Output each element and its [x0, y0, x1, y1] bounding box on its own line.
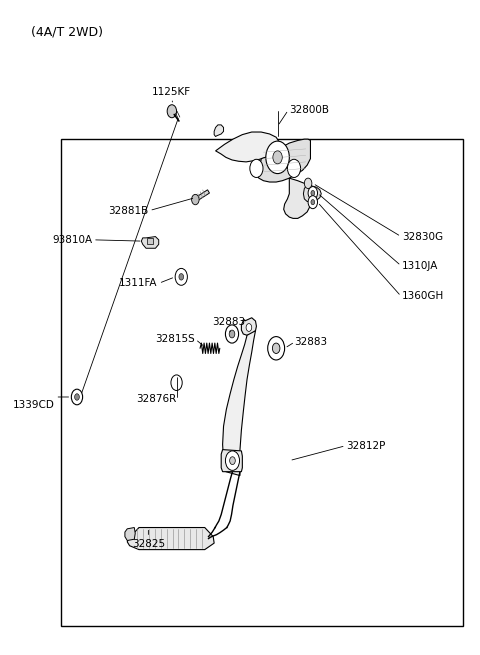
Text: 1311FA: 1311FA	[119, 278, 158, 288]
Polygon shape	[303, 185, 321, 202]
Text: 1310JA: 1310JA	[402, 261, 438, 271]
Text: 32881B: 32881B	[108, 206, 148, 215]
Circle shape	[308, 187, 317, 200]
Polygon shape	[141, 236, 159, 248]
Circle shape	[179, 274, 184, 280]
Circle shape	[311, 191, 315, 196]
Polygon shape	[125, 527, 135, 540]
Circle shape	[266, 141, 289, 174]
Circle shape	[268, 337, 285, 360]
Circle shape	[226, 451, 240, 470]
Polygon shape	[127, 527, 214, 550]
Polygon shape	[241, 318, 256, 335]
Circle shape	[311, 200, 315, 205]
Polygon shape	[223, 331, 255, 476]
Circle shape	[273, 151, 282, 164]
Circle shape	[273, 343, 280, 354]
Polygon shape	[256, 139, 311, 182]
Text: 32812P: 32812P	[346, 441, 385, 451]
Text: (4A/T 2WD): (4A/T 2WD)	[31, 26, 103, 39]
Bar	[61, 139, 463, 626]
Bar	[146, 238, 153, 244]
Circle shape	[229, 457, 235, 464]
Polygon shape	[195, 190, 209, 201]
Circle shape	[167, 105, 177, 118]
Circle shape	[250, 159, 263, 178]
Text: 1125KF: 1125KF	[152, 87, 192, 97]
Text: 93810A: 93810A	[52, 235, 92, 245]
Polygon shape	[216, 132, 279, 162]
Circle shape	[288, 159, 300, 178]
Text: 32815S: 32815S	[156, 334, 195, 344]
Text: 1360GH: 1360GH	[402, 291, 444, 301]
Text: 32883: 32883	[294, 337, 327, 346]
Circle shape	[74, 394, 79, 400]
Polygon shape	[284, 178, 311, 218]
Circle shape	[175, 269, 187, 286]
Circle shape	[171, 375, 182, 390]
Text: 1339CD: 1339CD	[12, 400, 54, 411]
Text: 32883: 32883	[212, 318, 245, 328]
Circle shape	[246, 324, 252, 331]
Polygon shape	[214, 125, 224, 136]
Circle shape	[226, 325, 239, 343]
Text: 32830G: 32830G	[402, 232, 443, 242]
Circle shape	[192, 195, 199, 205]
Polygon shape	[221, 449, 242, 472]
Circle shape	[308, 196, 317, 209]
Circle shape	[72, 389, 83, 405]
Circle shape	[229, 330, 235, 338]
Text: 32876R: 32876R	[136, 394, 177, 404]
Text: 32825: 32825	[132, 538, 165, 549]
Circle shape	[304, 178, 312, 189]
Text: 32800B: 32800B	[289, 105, 329, 115]
